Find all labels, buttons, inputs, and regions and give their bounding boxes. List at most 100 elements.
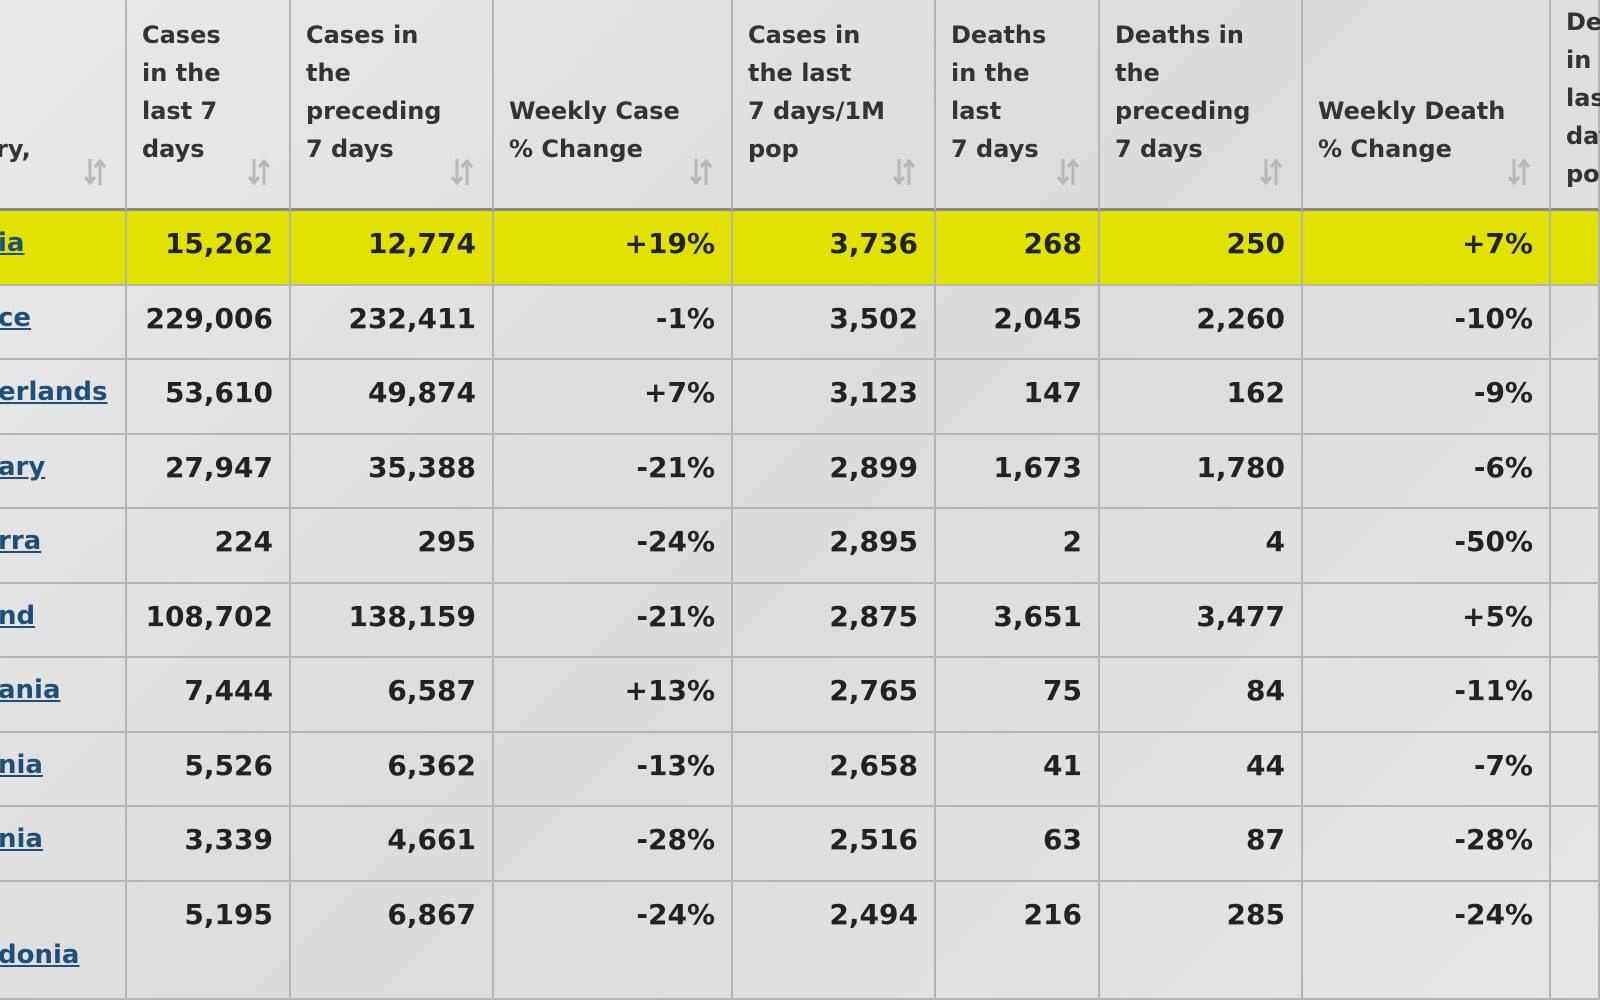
cell-value: 4 xyxy=(1265,525,1285,558)
header-text: Cases in xyxy=(748,21,861,49)
cell-value: -24% xyxy=(636,897,715,931)
country-link[interactable]: ce xyxy=(0,302,32,333)
table-cell: +7% xyxy=(494,360,733,435)
country-link[interactable]: donia xyxy=(0,939,80,970)
cell-value: 3,651 xyxy=(993,599,1082,633)
table-cell: ce xyxy=(0,285,127,360)
table-cell: 232,411 xyxy=(291,285,494,360)
table-cell: nia xyxy=(0,732,127,807)
cell-value: 41 xyxy=(1043,748,1082,782)
table-cell: 250 xyxy=(1100,211,1303,286)
country-link[interactable]: ania xyxy=(0,675,61,705)
table-cell: 224 xyxy=(127,509,291,584)
header-text: Deaths xyxy=(951,21,1047,49)
table-cell: 2,494 xyxy=(733,881,936,1000)
sort-icon[interactable] xyxy=(892,157,918,187)
table-cell: -21% xyxy=(494,434,733,509)
table-cell: nia xyxy=(0,807,127,882)
table-cell xyxy=(1551,732,1600,807)
table-cell: 12,774 xyxy=(291,211,494,286)
cell-value: -6% xyxy=(1473,450,1533,484)
table-cell: nd xyxy=(0,583,127,658)
cell-value: +19% xyxy=(624,227,715,260)
sort-icon[interactable] xyxy=(247,157,273,187)
cell-value: 3,339 xyxy=(184,823,273,856)
header-cell[interactable]: Cases in the last 7 days/1M pop xyxy=(733,0,936,211)
cell-value: 1,780 xyxy=(1196,450,1285,484)
table-cell: -11% xyxy=(1303,658,1551,733)
cell-value: -1% xyxy=(655,301,715,335)
table-cell: ania xyxy=(0,658,127,733)
table-cell: 162 xyxy=(1100,360,1303,435)
table-cell: +19% xyxy=(494,211,733,286)
table-cell: -21% xyxy=(494,583,733,658)
table-cell: ia xyxy=(0,211,127,286)
cell-value: +5% xyxy=(1462,599,1533,633)
header-text: Cases xyxy=(142,21,221,49)
sort-icon[interactable] xyxy=(450,157,476,187)
table-cell: 4 xyxy=(1100,509,1303,584)
cell-value: 138,159 xyxy=(348,599,476,633)
header-cell[interactable]: Weekly Case % Change xyxy=(494,0,733,211)
header-cell[interactable]: Weekly Death % Change xyxy=(1303,0,1551,211)
table-cell: 147 xyxy=(936,360,1100,435)
table-cell: 2,516 xyxy=(733,807,936,882)
header-text: in t xyxy=(1566,46,1600,74)
table-cell: 4,661 xyxy=(291,807,494,882)
table-cell: 44 xyxy=(1100,732,1303,807)
header-cell[interactable]: De in t las day po xyxy=(1551,0,1600,211)
header-text: 7 days xyxy=(951,135,1039,163)
header-cell[interactable]: Cases in the preceding 7 days xyxy=(291,0,494,211)
country-link[interactable]: nd xyxy=(0,600,36,631)
table-cell: rra xyxy=(0,509,127,584)
cell-value: 2,045 xyxy=(993,301,1082,335)
country-link[interactable]: erlands xyxy=(0,377,108,407)
sort-icon[interactable] xyxy=(689,157,715,187)
table-cell: -50% xyxy=(1303,509,1551,584)
header-text: 7 days xyxy=(306,135,394,163)
header-cell[interactable]: ry, xyxy=(0,0,127,211)
country-link[interactable]: nia xyxy=(0,824,43,854)
sort-icon[interactable] xyxy=(1056,157,1082,187)
sort-icon[interactable] xyxy=(1259,157,1285,187)
table-cell: ary xyxy=(0,434,127,509)
table-cell: 1,673 xyxy=(936,434,1100,509)
header-text: Deaths in xyxy=(1115,21,1244,49)
table-cell: 6,362 xyxy=(291,732,494,807)
country-link[interactable]: rra xyxy=(0,526,42,556)
table-cell: 285 xyxy=(1100,881,1303,1000)
cell-value: 2,658 xyxy=(829,748,918,782)
sort-icon[interactable] xyxy=(1507,157,1533,187)
sort-icon[interactable] xyxy=(83,157,109,187)
table-cell xyxy=(1551,807,1600,882)
table-cell: 3,736 xyxy=(733,211,936,286)
table-cell: 63 xyxy=(936,807,1100,882)
country-link[interactable]: ary xyxy=(0,451,46,482)
table-cell: 138,159 xyxy=(291,583,494,658)
header-cell[interactable]: Cases in the last 7 days xyxy=(127,0,291,211)
table-cell: -28% xyxy=(494,807,733,882)
table-cell: 2,045 xyxy=(936,285,1100,360)
header-cell[interactable]: Deaths in the preceding 7 days xyxy=(1100,0,1303,211)
table-cell: 6,867 xyxy=(291,881,494,1000)
table-cell xyxy=(1551,658,1600,733)
table-cell: 84 xyxy=(1100,658,1303,733)
header-text: the xyxy=(306,59,351,87)
table-cell: 5,526 xyxy=(127,732,291,807)
table-cell: 15,262 xyxy=(127,211,291,286)
cell-value: 295 xyxy=(417,525,476,558)
table-cell: 2,658 xyxy=(733,732,936,807)
country-link[interactable]: ia xyxy=(0,228,25,258)
table-cell: 3,123 xyxy=(733,360,936,435)
header-text: day xyxy=(1566,122,1600,150)
cell-value: 224 xyxy=(214,525,273,558)
cell-value: -28% xyxy=(636,823,715,856)
country-link[interactable]: nia xyxy=(0,749,43,780)
table-cell: -7% xyxy=(1303,732,1551,807)
table-cell: +13% xyxy=(494,658,733,733)
table-cell: 295 xyxy=(291,509,494,584)
header-cell[interactable]: Deaths in the last 7 days xyxy=(936,0,1100,211)
header-text: 7 days xyxy=(1115,135,1203,163)
header-text: in the xyxy=(951,59,1030,87)
cell-value: -11% xyxy=(1454,674,1533,707)
